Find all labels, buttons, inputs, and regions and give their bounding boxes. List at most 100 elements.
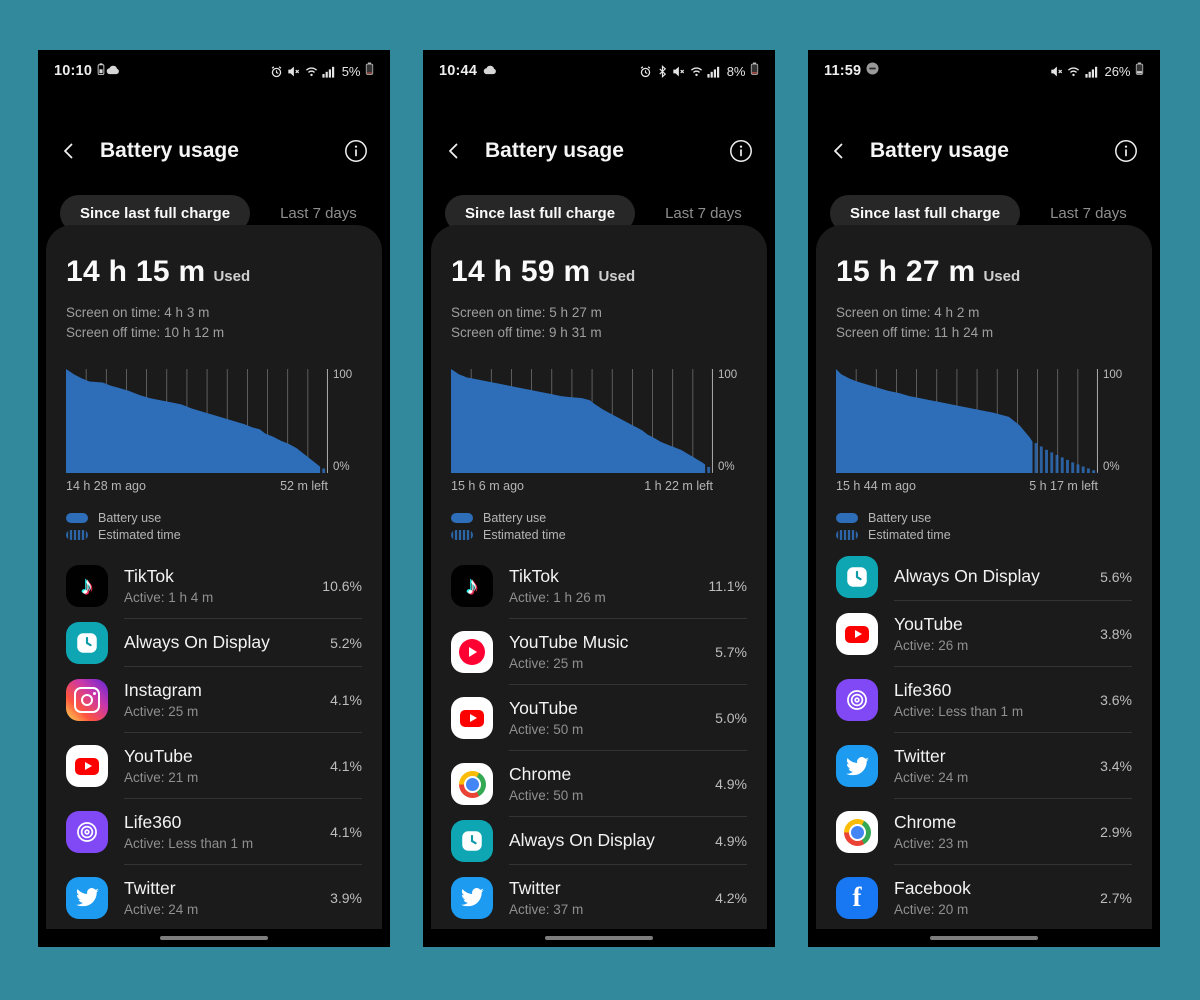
chrome-icon xyxy=(836,811,878,853)
app-name: Life360 xyxy=(124,812,182,832)
status-left-icons xyxy=(482,62,498,80)
usage-duration: 14 h 59 m xyxy=(451,255,591,288)
app-battery-percent: 3.6% xyxy=(1100,691,1132,708)
back-button[interactable] xyxy=(445,142,463,160)
app-row-twitter[interactable]: Twitter Active: 37 m 4.2% xyxy=(451,865,747,929)
app-row-youtube[interactable]: YouTube Active: 50 m 5.0% xyxy=(451,685,747,751)
signal-icon xyxy=(1085,65,1098,78)
app-row-twitter[interactable]: Twitter Active: 24 m 3.9% xyxy=(66,865,362,929)
app-row-aod[interactable]: Always On Display 5.6% xyxy=(836,553,1132,601)
back-button[interactable] xyxy=(830,142,848,160)
phone-screenshot-1: 10:10 5% Battery usage Since last full c… xyxy=(38,50,390,947)
chrome-icon xyxy=(451,763,493,805)
tab-last-7-days[interactable]: Last 7 days xyxy=(280,204,357,222)
signal-icon xyxy=(707,65,720,78)
tab-last-7-days[interactable]: Last 7 days xyxy=(665,204,742,222)
status-left-icons xyxy=(866,62,879,80)
app-row-chrome[interactable]: Chrome Active: 23 m 2.9% xyxy=(836,799,1132,865)
app-row-tiktok[interactable]: ♪ TikTok Active: 1 h 26 m 11.1% xyxy=(451,553,747,619)
tiktok-icon: ♪ xyxy=(451,565,493,607)
app-battery-percent: 4.1% xyxy=(330,691,362,708)
status-time: 11:59 xyxy=(824,63,862,79)
legend-estimated-time: Estimated time xyxy=(98,527,181,542)
app-battery-percent: 4.9% xyxy=(715,775,747,792)
navigation-bar xyxy=(423,929,775,947)
x-axis-start-label: 15 h 6 m ago xyxy=(451,479,524,493)
battery-use-swatch-icon xyxy=(451,512,473,523)
app-battery-percent: 4.9% xyxy=(715,832,747,849)
screen-on-time: Screen on time: 4 h 2 m xyxy=(836,305,980,320)
app-battery-percent: 4.2% xyxy=(715,889,747,906)
app-row-twitter[interactable]: Twitter Active: 24 m 3.4% xyxy=(836,733,1132,799)
app-row-aod[interactable]: Always On Display 5.2% xyxy=(66,619,362,667)
app-battery-percent: 5.0% xyxy=(715,709,747,726)
legend-battery-use: Battery use xyxy=(868,510,932,525)
page-header: Battery usage xyxy=(38,133,390,169)
app-row-chrome[interactable]: Chrome Active: 50 m 4.9% xyxy=(451,751,747,817)
app-row-youtube[interactable]: YouTube Active: 21 m 4.1% xyxy=(66,733,362,799)
info-icon xyxy=(345,140,367,162)
twitter-icon xyxy=(451,876,493,919)
app-row-tiktok[interactable]: ♪ TikTok Active: 1 h 4 m 10.6% xyxy=(66,553,362,619)
phone-screenshot-2: 10:44 8% Battery usage Since last full c… xyxy=(423,50,775,947)
wifi-icon xyxy=(1067,65,1080,78)
phone-screenshot-3: 11:59 26% Battery usage Since last full … xyxy=(808,50,1160,947)
screen-on-time: Screen on time: 4 h 3 m xyxy=(66,305,210,320)
app-battery-percent: 2.7% xyxy=(1100,889,1132,906)
app-row-facebook[interactable]: f Facebook Active: 20 m 2.7% xyxy=(836,865,1132,929)
app-active-time: Active: 26 m xyxy=(894,638,969,653)
app-row-life360[interactable]: Life360 Active: Less than 1 m 4.1% xyxy=(66,799,362,865)
back-button[interactable] xyxy=(60,142,78,160)
y-axis-min-label: 0% xyxy=(718,461,735,473)
legend-estimated-time: Estimated time xyxy=(483,527,566,542)
chart-legend: Battery use Estimated time xyxy=(836,509,1132,543)
battery-use-swatch-icon xyxy=(836,512,858,523)
app-name: YouTube xyxy=(894,614,963,634)
home-indicator[interactable] xyxy=(160,936,268,940)
battery-icon xyxy=(750,62,759,80)
app-active-time: Active: 20 m xyxy=(894,902,969,917)
used-label: Used xyxy=(983,268,1021,285)
app-battery-percent: 10.6% xyxy=(322,577,362,594)
always-on-display-icon xyxy=(836,556,878,598)
info-button[interactable] xyxy=(344,139,368,163)
status-bar: 10:44 8% xyxy=(423,50,775,83)
app-row-ytmusic[interactable]: YouTube Music Active: 25 m 5.7% xyxy=(451,619,747,685)
youtube-icon xyxy=(66,745,108,787)
battery-percent-text: 5% xyxy=(341,63,361,79)
app-name: Always On Display xyxy=(894,566,1040,586)
app-row-life360[interactable]: Life360 Active: Less than 1 m 3.6% xyxy=(836,667,1132,733)
app-row-instagram[interactable]: Instagram Active: 25 m 4.1% xyxy=(66,667,362,733)
app-row-youtube[interactable]: YouTube Active: 26 m 3.8% xyxy=(836,601,1132,667)
info-button[interactable] xyxy=(729,139,753,163)
screen-off-time: Screen off time: 9 h 31 m xyxy=(451,325,602,340)
tab-last-7-days[interactable]: Last 7 days xyxy=(1050,204,1127,222)
chart-legend: Battery use Estimated time xyxy=(66,509,362,543)
app-active-time: Active: 25 m xyxy=(124,704,199,719)
app-name: TikTok xyxy=(124,566,174,586)
screen-off-time: Screen off time: 10 h 12 m xyxy=(66,325,225,340)
app-name: Always On Display xyxy=(124,632,270,652)
battery-chart-plot xyxy=(66,369,328,473)
app-active-time: Active: 24 m xyxy=(894,770,969,785)
usage-duration: 15 h 27 m xyxy=(836,255,976,288)
home-indicator[interactable] xyxy=(930,936,1038,940)
battery-card: 14 h 59 m Used Screen on time: 5 h 27 m … xyxy=(431,225,767,929)
page-title: Battery usage xyxy=(485,139,624,162)
app-name: YouTube xyxy=(509,698,578,718)
used-label: Used xyxy=(598,268,636,285)
info-button[interactable] xyxy=(1114,139,1138,163)
app-row-aod[interactable]: Always On Display 4.9% xyxy=(451,817,747,865)
battery-icon xyxy=(365,62,374,80)
page-header: Battery usage xyxy=(423,133,775,169)
battery-icon xyxy=(1135,62,1144,80)
used-label: Used xyxy=(213,268,251,285)
home-indicator[interactable] xyxy=(545,936,653,940)
life360-icon xyxy=(66,811,108,853)
battery-chart: 100 0% xyxy=(836,369,1132,473)
wifi-icon xyxy=(690,65,703,78)
always-on-display-icon xyxy=(451,820,493,862)
chevron-left-icon xyxy=(834,143,843,159)
x-axis-end-label: 5 h 17 m left xyxy=(1029,479,1098,493)
app-name: Twitter xyxy=(894,746,946,766)
